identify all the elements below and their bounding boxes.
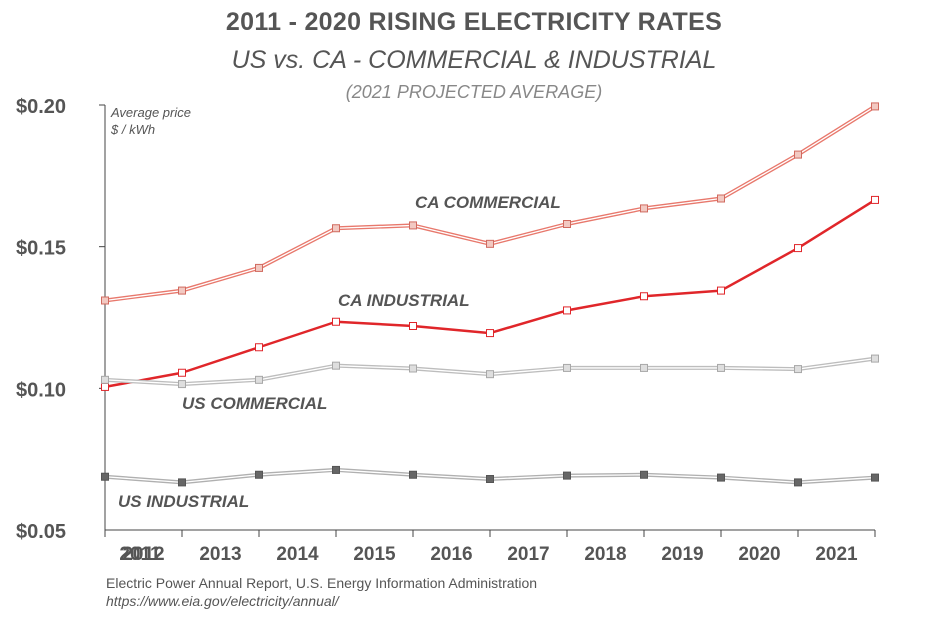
ca-industrial-point	[178, 368, 186, 377]
ca-commercial-point	[409, 221, 417, 230]
us-commercial-point	[794, 365, 802, 374]
us-industrial-point	[640, 470, 648, 479]
x-tick-label: 2013	[199, 544, 241, 565]
ca-industrial-point	[332, 317, 340, 326]
source-url[interactable]: https://www.eia.gov/electricity/annual/	[106, 593, 339, 609]
y-axis-label: Average price $ / kWh	[110, 105, 191, 137]
us-commercial-point	[563, 363, 571, 372]
annotation-ca-commercial: CA COMMERCIAL	[415, 193, 561, 212]
ca-commercial-point	[794, 150, 802, 159]
us-industrial-point	[409, 470, 417, 479]
us-commercial-point	[255, 375, 263, 384]
y-tick-label: $0.05	[16, 521, 66, 543]
source-citation: Electric Power Annual Report, U.S. Energ…	[106, 575, 538, 591]
axes	[99, 104, 876, 537]
ca-commercial-point	[563, 220, 571, 228]
y-axis-label-line: Average price	[110, 105, 191, 120]
annotation-us-industrial: US INDUSTRIAL	[118, 492, 249, 511]
us-industrial-point	[563, 471, 571, 480]
ca-commercial-point	[871, 102, 879, 111]
us-industrial-point	[178, 478, 186, 487]
y-tick-label: $0.15	[16, 238, 66, 260]
ca-industrial-line	[104, 198, 876, 389]
us-industrial-point	[486, 475, 494, 483]
ca-industrial-point	[101, 382, 109, 391]
ca-industrial-point	[717, 286, 725, 295]
x-tick-label: 2017	[507, 544, 549, 565]
chart-title: 2011 - 2020 RISING ELECTRICITY RATES	[225, 8, 723, 36]
y-tick-label: $0.20	[16, 96, 66, 118]
ca-commercial-point	[101, 296, 109, 305]
ca-commercial-point	[486, 239, 494, 248]
ca-commercial-point	[255, 263, 263, 272]
us-commercial-point	[101, 375, 109, 384]
ca-industrial-point	[640, 292, 648, 301]
x-tick-label: 2011	[119, 544, 161, 565]
annotation-ca-industrial: CA INDUSTRIAL	[338, 291, 470, 310]
x-tick-label: 2016	[430, 544, 472, 565]
annotation-us-commercial: US COMMERCIAL	[182, 394, 327, 413]
series-lines	[104, 104, 877, 485]
chart-subtitle: US vs. CA - COMMERCIAL & INDUSTRIAL	[231, 46, 717, 74]
x-tick-label: 2019	[661, 544, 703, 565]
us-industrial-point	[255, 470, 263, 479]
y-axis-label-line: $ / kWh	[110, 122, 155, 137]
ca-industrial-point	[409, 322, 417, 330]
series-annotations: CA COMMERCIAL CA INDUSTRIAL US COMMERCIAL U…	[118, 193, 561, 511]
ca-industrial-point	[871, 195, 879, 204]
us-commercial-point	[332, 361, 340, 370]
x-tick-label: 2014	[276, 544, 319, 565]
x-tick-label: 2012	[122, 544, 164, 565]
series-markers	[101, 102, 879, 487]
x-tick-label: 2015	[353, 544, 396, 565]
us-industrial-point	[101, 472, 109, 481]
chart-note: (2021 PROJECTED AVERAGE)	[345, 82, 603, 102]
y-tick-labels: $0.05 $0.10 $0.15 $0.20	[16, 96, 66, 543]
us-commercial-point	[178, 380, 186, 389]
ca-industrial-point	[563, 306, 571, 315]
x-tick-label: 2021	[815, 544, 858, 565]
ca-commercial-point	[640, 204, 648, 213]
x-tick-label: 2018	[584, 544, 626, 565]
us-industrial-point	[717, 473, 725, 482]
y-tick-label: $0.10	[16, 379, 66, 401]
ca-industrial-point	[794, 244, 802, 253]
us-commercial-point	[486, 370, 494, 379]
ca-commercial-point	[178, 286, 186, 295]
us-industrial-point	[794, 478, 802, 487]
ca-industrial-point	[486, 329, 494, 338]
x-tick-label: 2020	[738, 544, 780, 565]
ca-commercial-point	[332, 224, 340, 233]
us-industrial-point	[332, 465, 340, 474]
us-industrial-point	[871, 473, 879, 482]
us-commercial-point	[409, 364, 417, 373]
ca-commercial-point	[717, 194, 725, 203]
ca-industrial-point	[255, 343, 263, 352]
us-commercial-point	[717, 363, 725, 372]
us-commercial-point	[871, 354, 879, 363]
us-commercial-point	[640, 363, 648, 372]
